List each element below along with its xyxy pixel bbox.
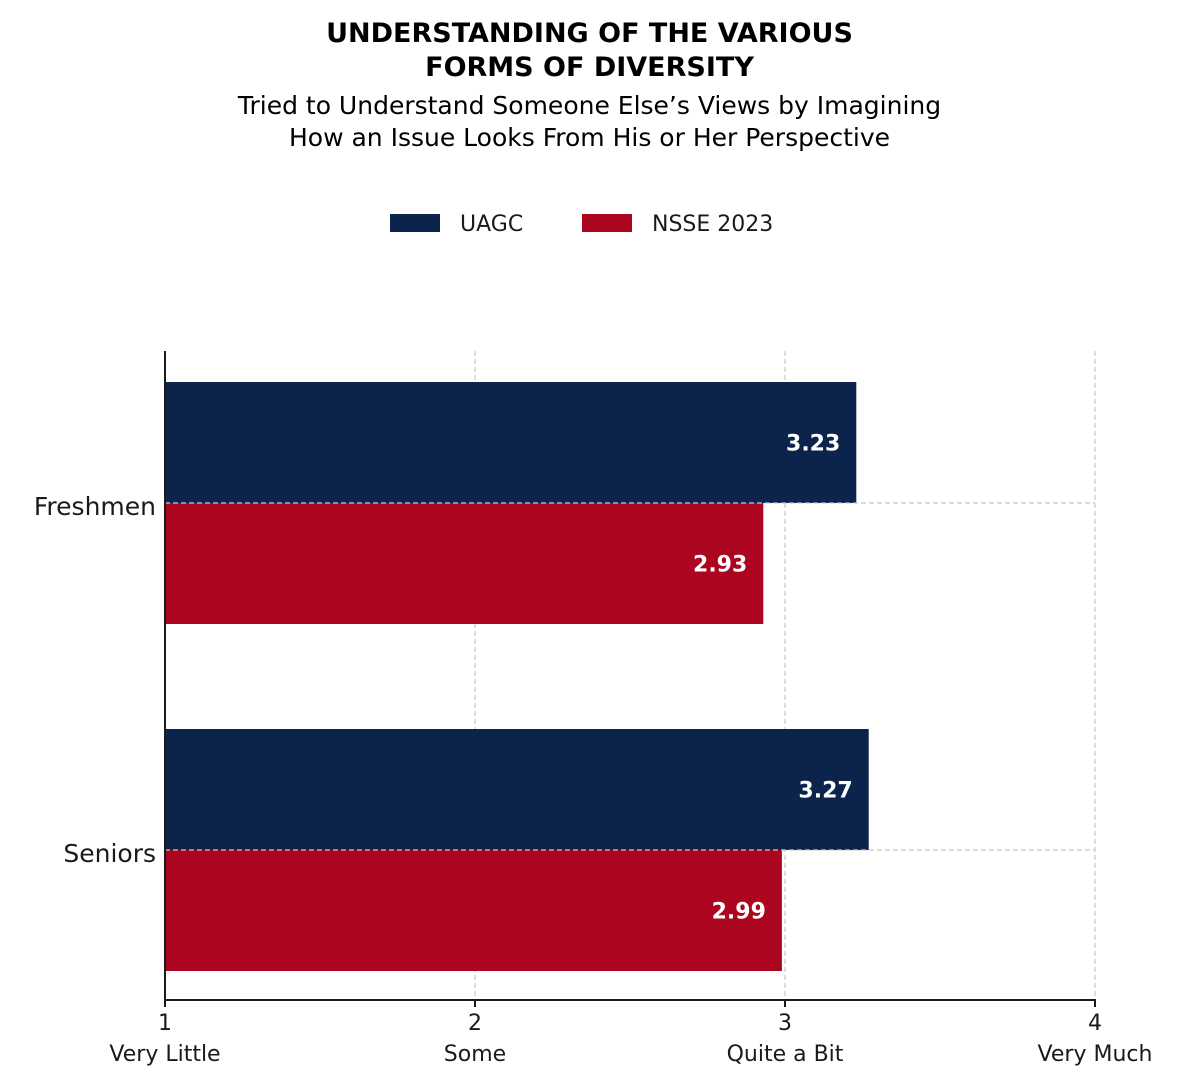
chart-titles: UNDERSTANDING OF THE VARIOUS FORMS OF DI… <box>237 18 941 152</box>
bar-freshmen-uagc <box>165 382 857 503</box>
x-tick-sublabel-very-little: Very Little <box>109 1042 220 1067</box>
x-tick-label-1: 1 <box>158 1011 172 1036</box>
x-tick-label-3: 3 <box>778 1011 792 1036</box>
chart-title-line-1: UNDERSTANDING OF THE VARIOUS <box>326 18 853 49</box>
legend-label-uagc: UAGC <box>460 212 523 237</box>
x-axis-ticks: 1 Very Little 2 Some 3 Quite a Bit 4 Very Much <box>109 1000 1152 1067</box>
x-tick-sublabel-very-much: Very Much <box>1038 1042 1153 1067</box>
legend: UAGC NSSE 2023 <box>390 212 773 237</box>
x-tick-label-2: 2 <box>468 1011 482 1036</box>
bar-value-labels: 3.23 2.93 3.27 2.99 <box>693 432 853 925</box>
value-label-seniors-nsse-2023: 2.99 <box>712 900 766 925</box>
legend-swatch-nsse-2023 <box>582 214 632 232</box>
x-tick-sublabel-some: Some <box>444 1042 506 1067</box>
x-tick-label-4: 4 <box>1088 1011 1102 1036</box>
bar-seniors-uagc <box>165 729 869 850</box>
value-label-freshmen-nsse-2023: 2.93 <box>693 553 747 578</box>
chart-subtitle-line-1: Tried to Understand Someone Else’s Views… <box>237 91 941 120</box>
value-label-seniors-uagc: 3.27 <box>798 779 852 804</box>
chart-title-line-2: FORMS OF DIVERSITY <box>425 52 754 83</box>
value-label-freshmen-uagc: 3.23 <box>786 432 840 457</box>
legend-label-nsse-2023: NSSE 2023 <box>652 212 773 237</box>
x-tick-sublabel-quite-a-bit: Quite a Bit <box>727 1042 844 1067</box>
legend-swatch-uagc <box>390 214 440 232</box>
bar-seniors-nsse-2023 <box>165 850 782 971</box>
chart-subtitle-line-2: How an Issue Looks From His or Her Persp… <box>289 123 890 152</box>
category-label-freshmen: Freshmen <box>34 492 156 521</box>
y-axis-categories: Freshmen Seniors <box>34 492 156 868</box>
bar-freshmen-nsse-2023 <box>165 503 764 624</box>
category-label-seniors: Seniors <box>63 839 156 868</box>
axes <box>164 351 1096 1001</box>
bars <box>165 382 869 971</box>
